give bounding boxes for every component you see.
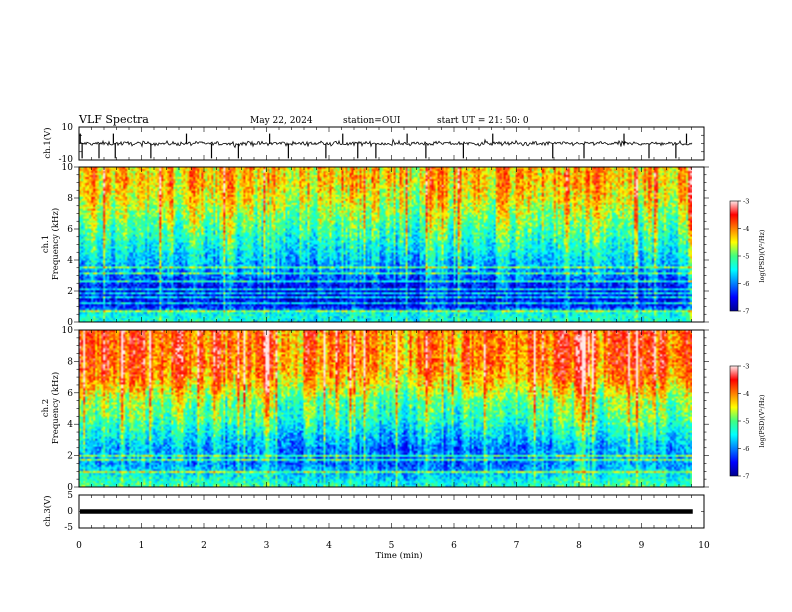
ch2-spectrogram-panel: 0 2 4 6 8 10 ch.2 Frequency (kHz) -3 -4 -5 -6 -7 …	[41, 326, 766, 493]
ch3-waveform-ylabel: ch.3(V)	[42, 495, 53, 526]
ch2-spectrogram-ylabel-channel: ch.2	[41, 399, 51, 417]
ch1-ytick-top: 10	[62, 123, 74, 133]
colorbar-tick-label: -6	[743, 445, 749, 453]
colorbar-tick-label: -5	[743, 253, 749, 261]
freq-tick-label: 4	[67, 256, 73, 266]
ch3-ytick-bottom: -5	[64, 523, 73, 533]
time-axis-tick-labels: 0 1 2 3 4 5 6 7 8 9 10	[76, 541, 710, 551]
freq-tick-label: 6	[67, 225, 73, 235]
ch1-spikes-group	[79, 126, 704, 161]
freq-tick-label: 10	[62, 326, 74, 336]
ch2-spectrogram-heatmap	[79, 330, 692, 487]
time-tick-label: 9	[639, 541, 645, 551]
ch2-colorbar: -3 -4 -5 -6 -7 log(PSD)(V²/Hz)	[729, 363, 766, 481]
ch2-colorbar-label: log(PSD)(V²/Hz)	[758, 394, 766, 447]
time-tick-label: 1	[139, 541, 145, 551]
ch3-waveform-panel: 5 0 -5 ch.3(V)	[42, 491, 705, 533]
time-tick-label: 7	[514, 541, 520, 551]
ch1-ytick-bottom: -10	[59, 155, 74, 165]
ch1-colorbar: -3 -4 -5 -6 -7 log(PSD)(V²/Hz)	[729, 198, 766, 316]
colorbar-tick-label: -7	[743, 308, 749, 316]
time-tick-label: 3	[264, 541, 270, 551]
time-tick-label: 0	[76, 541, 82, 551]
ch1-spectrogram-yticks: 0 2 4 6 8 10	[62, 163, 709, 328]
time-tick-label: 6	[451, 541, 457, 551]
colorbar-tick-label: -7	[743, 473, 749, 481]
ch2-spectrogram-yticks: 0 2 4 6 8 10	[62, 326, 709, 493]
freq-tick-label: 0	[67, 483, 73, 493]
colorbar-tick-label: -5	[743, 418, 749, 426]
time-tick-label: 5	[389, 541, 395, 551]
time-tick-label: 8	[576, 541, 582, 551]
ch1-spectrogram-heatmap	[79, 167, 692, 322]
ch1-waveform-panel: 10 -10 ch.1(V)	[42, 123, 705, 165]
time-tick-label: 10	[698, 541, 710, 551]
ch2-colorbar-ticks: -3 -4 -5 -6 -7	[738, 363, 749, 481]
time-tick-label: 4	[326, 541, 332, 551]
colorbar-tick-label: -4	[743, 225, 749, 233]
time-tick-label: 2	[201, 541, 207, 551]
figure-title: VLF Spectra	[78, 113, 149, 126]
freq-tick-label: 2	[67, 287, 73, 297]
ch1-spectrogram-ylabel-channel: ch.1	[41, 235, 51, 253]
freq-tick-label: 4	[67, 420, 73, 430]
freq-tick-label: 6	[67, 389, 73, 399]
freq-tick-label: 0	[67, 318, 73, 328]
ch1-spectrogram-panel: 0 2 4 6 8 10 ch.1 Frequency (kHz) -3 -4 -5 -6 -7 …	[41, 163, 766, 328]
colorbar-tick-label: -4	[743, 390, 749, 398]
ch1-colorbar-ticks: -3 -4 -5 -6 -7	[738, 198, 749, 316]
date-label: May 22, 2024	[250, 116, 313, 126]
colorbar-tick-label: -3	[743, 198, 749, 206]
freq-tick-label: 8	[67, 357, 73, 367]
station-label: station=OUI	[343, 116, 401, 126]
colorbar-tick-label: -3	[743, 363, 749, 371]
time-axis-ticks	[78, 127, 705, 528]
ch1-colorbar-label: log(PSD)(V²/Hz)	[758, 229, 766, 282]
ch1-spectrogram-ylabel-frequency: Frequency (kHz)	[50, 208, 61, 280]
freq-tick-label: 10	[62, 163, 74, 173]
ch2-spectrogram-ylabel-frequency: Frequency (kHz)	[50, 372, 61, 444]
freq-tick-label: 8	[67, 194, 73, 204]
ch3-ytick-top: 5	[67, 491, 73, 501]
time-axis-label: Time (min)	[375, 550, 422, 561]
ch1-colorbar-scale	[729, 200, 739, 312]
ch1-waveform-ylabel: ch.1(V)	[42, 127, 53, 158]
freq-tick-label: 2	[67, 452, 73, 462]
ch1-waveform-trace	[79, 138, 693, 149]
ch3-ytick-middle: 0	[67, 507, 73, 517]
start-time-label: start UT = 21: 50: 0	[437, 116, 529, 126]
ch2-colorbar-scale	[729, 365, 739, 477]
colorbar-tick-label: -6	[743, 280, 749, 288]
